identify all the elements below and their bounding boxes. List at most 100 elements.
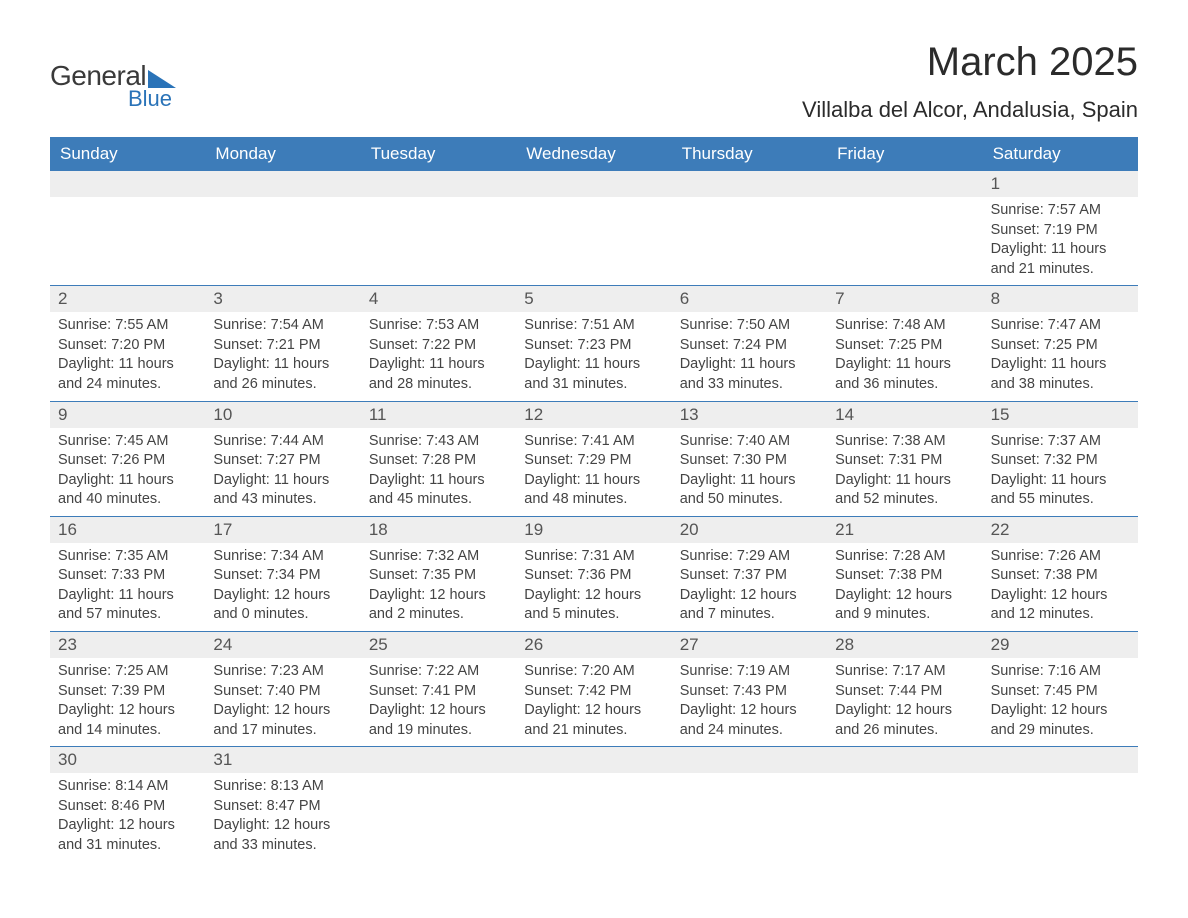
day-cell: [672, 747, 827, 861]
day-number: 29: [983, 632, 1138, 658]
sunrise-line: Sunrise: 7:48 AM: [835, 316, 974, 336]
day-details: Sunrise: 7:55 AMSunset: 7:20 PMDaylight:…: [50, 312, 205, 400]
day-number: 24: [205, 632, 360, 658]
sunrise-line: Sunrise: 7:28 AM: [835, 547, 974, 567]
daylight-line: Daylight: 11 hours and 48 minutes.: [524, 471, 663, 510]
day-number: [361, 171, 516, 197]
day-number: 7: [827, 286, 982, 312]
day-details: Sunrise: 7:48 AMSunset: 7:25 PMDaylight:…: [827, 312, 982, 400]
day-cell: [50, 171, 205, 285]
day-number: 15: [983, 402, 1138, 428]
day-number: [50, 171, 205, 197]
day-number: 25: [361, 632, 516, 658]
day-cell: [361, 171, 516, 285]
sunset-line: Sunset: 7:20 PM: [58, 336, 197, 356]
sunset-line: Sunset: 7:29 PM: [524, 451, 663, 471]
daylight-line: Daylight: 12 hours and 31 minutes.: [58, 816, 197, 855]
day-details: Sunrise: 7:16 AMSunset: 7:45 PMDaylight:…: [983, 658, 1138, 746]
day-details: Sunrise: 7:28 AMSunset: 7:38 PMDaylight:…: [827, 543, 982, 631]
sunset-line: Sunset: 7:44 PM: [835, 682, 974, 702]
day-details: Sunrise: 7:40 AMSunset: 7:30 PMDaylight:…: [672, 428, 827, 516]
daylight-line: Daylight: 12 hours and 21 minutes.: [524, 701, 663, 740]
daylight-line: Daylight: 11 hours and 36 minutes.: [835, 355, 974, 394]
day-number: 3: [205, 286, 360, 312]
day-cell: 18Sunrise: 7:32 AMSunset: 7:35 PMDayligh…: [361, 517, 516, 631]
day-number: 6: [672, 286, 827, 312]
day-details: Sunrise: 7:38 AMSunset: 7:31 PMDaylight:…: [827, 428, 982, 516]
day-details: Sunrise: 7:50 AMSunset: 7:24 PMDaylight:…: [672, 312, 827, 400]
day-details: Sunrise: 7:37 AMSunset: 7:32 PMDaylight:…: [983, 428, 1138, 516]
day-number: 22: [983, 517, 1138, 543]
day-cell: 8Sunrise: 7:47 AMSunset: 7:25 PMDaylight…: [983, 286, 1138, 400]
sunset-line: Sunset: 7:43 PM: [680, 682, 819, 702]
sunrise-line: Sunrise: 7:45 AM: [58, 432, 197, 452]
day-number: 14: [827, 402, 982, 428]
day-details: Sunrise: 7:53 AMSunset: 7:22 PMDaylight:…: [361, 312, 516, 400]
sunrise-line: Sunrise: 7:57 AM: [991, 201, 1130, 221]
day-cell: [827, 171, 982, 285]
day-cell: 11Sunrise: 7:43 AMSunset: 7:28 PMDayligh…: [361, 402, 516, 516]
day-details: Sunrise: 7:23 AMSunset: 7:40 PMDaylight:…: [205, 658, 360, 746]
day-cell: 26Sunrise: 7:20 AMSunset: 7:42 PMDayligh…: [516, 632, 671, 746]
sunset-line: Sunset: 7:39 PM: [58, 682, 197, 702]
day-details: Sunrise: 7:22 AMSunset: 7:41 PMDaylight:…: [361, 658, 516, 746]
day-cell: 30Sunrise: 8:14 AMSunset: 8:46 PMDayligh…: [50, 747, 205, 861]
daylight-line: Daylight: 11 hours and 21 minutes.: [991, 240, 1130, 279]
day-number: [516, 747, 671, 773]
daylight-line: Daylight: 11 hours and 38 minutes.: [991, 355, 1130, 394]
daylight-line: Daylight: 12 hours and 17 minutes.: [213, 701, 352, 740]
sunset-line: Sunset: 7:45 PM: [991, 682, 1130, 702]
day-number: [827, 747, 982, 773]
sunrise-line: Sunrise: 7:40 AM: [680, 432, 819, 452]
daylight-line: Daylight: 12 hours and 5 minutes.: [524, 586, 663, 625]
day-cell: 10Sunrise: 7:44 AMSunset: 7:27 PMDayligh…: [205, 402, 360, 516]
day-cell: 2Sunrise: 7:55 AMSunset: 7:20 PMDaylight…: [50, 286, 205, 400]
sunrise-line: Sunrise: 7:35 AM: [58, 547, 197, 567]
title-block: March 2025 Villalba del Alcor, Andalusia…: [802, 40, 1138, 123]
sunrise-line: Sunrise: 7:51 AM: [524, 316, 663, 336]
location: Villalba del Alcor, Andalusia, Spain: [802, 97, 1138, 123]
daylight-line: Daylight: 11 hours and 33 minutes.: [680, 355, 819, 394]
day-number: [672, 747, 827, 773]
day-number: 5: [516, 286, 671, 312]
daylight-line: Daylight: 12 hours and 9 minutes.: [835, 586, 974, 625]
day-cell: 15Sunrise: 7:37 AMSunset: 7:32 PMDayligh…: [983, 402, 1138, 516]
day-number: 20: [672, 517, 827, 543]
day-details: Sunrise: 7:51 AMSunset: 7:23 PMDaylight:…: [516, 312, 671, 400]
daylight-line: Daylight: 12 hours and 14 minutes.: [58, 701, 197, 740]
day-details: Sunrise: 7:17 AMSunset: 7:44 PMDaylight:…: [827, 658, 982, 746]
day-details: Sunrise: 7:29 AMSunset: 7:37 PMDaylight:…: [672, 543, 827, 631]
sunrise-line: Sunrise: 7:22 AM: [369, 662, 508, 682]
sunset-line: Sunset: 7:25 PM: [835, 336, 974, 356]
day-cell: 5Sunrise: 7:51 AMSunset: 7:23 PMDaylight…: [516, 286, 671, 400]
sunrise-line: Sunrise: 7:16 AM: [991, 662, 1130, 682]
weekday-header: Saturday: [983, 137, 1138, 171]
day-cell: 23Sunrise: 7:25 AMSunset: 7:39 PMDayligh…: [50, 632, 205, 746]
day-cell: 12Sunrise: 7:41 AMSunset: 7:29 PMDayligh…: [516, 402, 671, 516]
sunrise-line: Sunrise: 8:13 AM: [213, 777, 352, 797]
daylight-line: Daylight: 11 hours and 55 minutes.: [991, 471, 1130, 510]
month-title: March 2025: [802, 40, 1138, 85]
day-details: Sunrise: 7:31 AMSunset: 7:36 PMDaylight:…: [516, 543, 671, 631]
day-cell: 31Sunrise: 8:13 AMSunset: 8:47 PMDayligh…: [205, 747, 360, 861]
sunrise-line: Sunrise: 7:32 AM: [369, 547, 508, 567]
day-details: Sunrise: 7:45 AMSunset: 7:26 PMDaylight:…: [50, 428, 205, 516]
day-number: 10: [205, 402, 360, 428]
sunset-line: Sunset: 7:23 PM: [524, 336, 663, 356]
sunset-line: Sunset: 7:34 PM: [213, 566, 352, 586]
day-number: [205, 171, 360, 197]
sunset-line: Sunset: 7:42 PM: [524, 682, 663, 702]
sunset-line: Sunset: 7:31 PM: [835, 451, 974, 471]
daylight-line: Daylight: 12 hours and 29 minutes.: [991, 701, 1130, 740]
daylight-line: Daylight: 11 hours and 50 minutes.: [680, 471, 819, 510]
sunset-line: Sunset: 7:28 PM: [369, 451, 508, 471]
day-number: 16: [50, 517, 205, 543]
day-number: 27: [672, 632, 827, 658]
weekday-header: Tuesday: [361, 137, 516, 171]
week-row: 30Sunrise: 8:14 AMSunset: 8:46 PMDayligh…: [50, 747, 1138, 861]
daylight-line: Daylight: 11 hours and 43 minutes.: [213, 471, 352, 510]
day-cell: 19Sunrise: 7:31 AMSunset: 7:36 PMDayligh…: [516, 517, 671, 631]
day-cell: 22Sunrise: 7:26 AMSunset: 7:38 PMDayligh…: [983, 517, 1138, 631]
daylight-line: Daylight: 12 hours and 19 minutes.: [369, 701, 508, 740]
daylight-line: Daylight: 12 hours and 24 minutes.: [680, 701, 819, 740]
